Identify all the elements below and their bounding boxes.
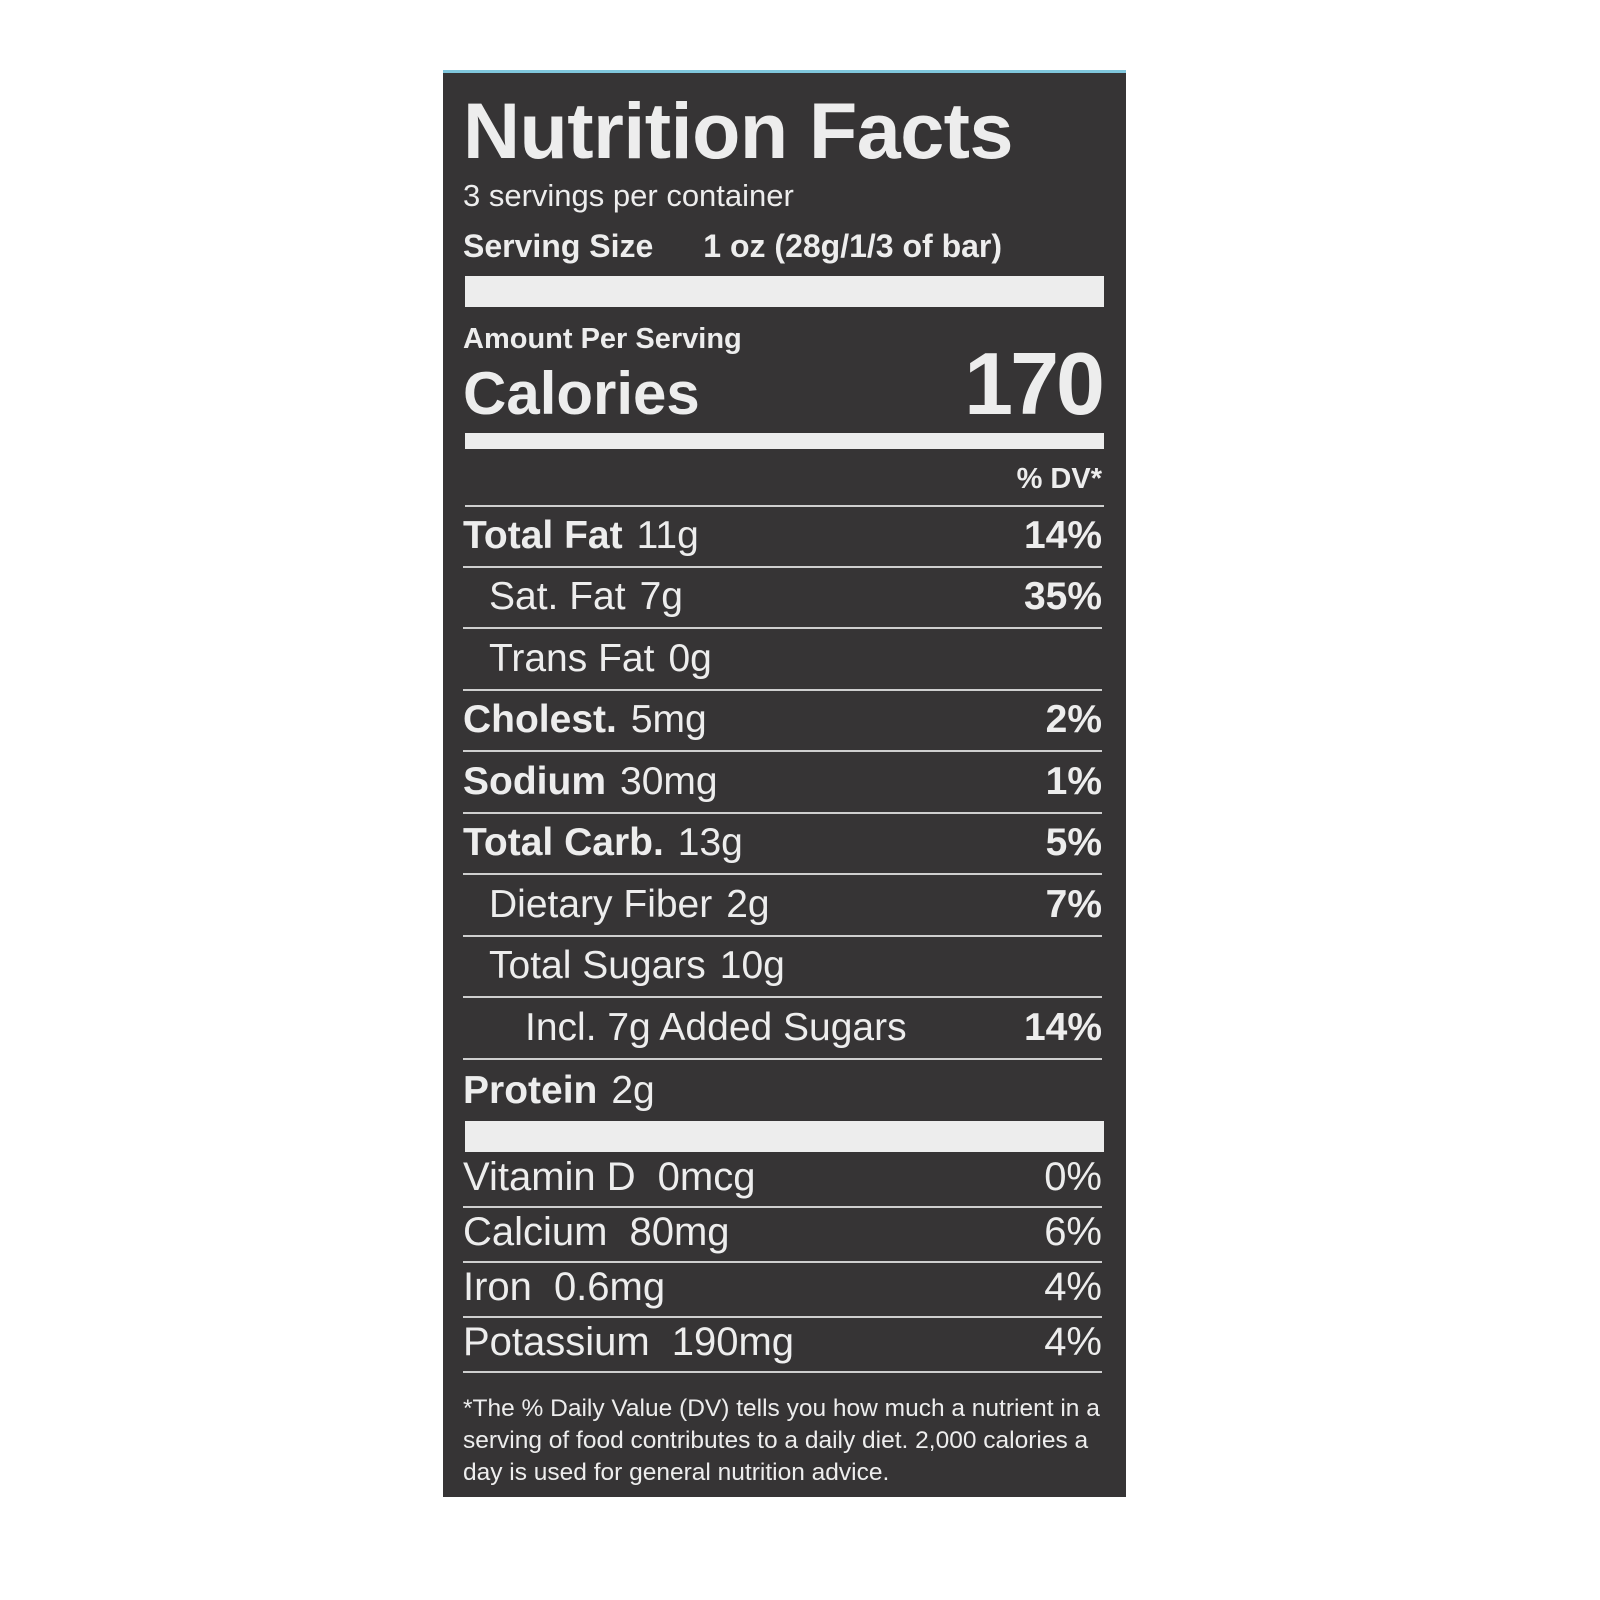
thin-divider <box>465 505 1104 507</box>
nutrient-label: Sodium 30mg <box>463 760 718 804</box>
nutrient-amount: 11g <box>636 513 699 557</box>
vitamin-dv: 4% <box>1044 1265 1102 1309</box>
thick-divider <box>465 276 1104 307</box>
serving-size-value: 1 oz (28g/1/3 of bar) <box>703 228 1003 264</box>
nutrient-amount: 10g <box>719 944 785 987</box>
nutrient-dv: 1% <box>1045 759 1102 803</box>
nutrition-facts-label: Nutrition Facts 3 servings per container… <box>443 70 1126 1497</box>
serving-size-label: Serving Size <box>463 228 654 264</box>
nutrient-name: Protein <box>463 1069 598 1112</box>
thick-divider <box>465 1121 1104 1152</box>
nutrient-dv: 14% <box>1023 513 1102 557</box>
vitamin-name: Iron <box>463 1265 532 1309</box>
nutrient-dv: 14% <box>1023 1005 1102 1049</box>
nutrient-name: Sat. Fat <box>489 575 626 618</box>
nutrient-row: Incl. 7g Added Sugars 14% <box>463 998 1102 1060</box>
vitamin-label: Vitamin D 0mcg <box>463 1155 755 1200</box>
nutrient-label: Cholest. 5mg <box>463 698 707 742</box>
nutrient-amount: 5mg <box>630 698 707 741</box>
servings-per-container: 3 servings per container <box>463 178 794 213</box>
nutrient-name: Sodium <box>463 759 606 803</box>
vitamin-row: Potassium 190mg 4% <box>463 1318 1102 1373</box>
nutrient-row: Sat. Fat 7g 35% <box>463 568 1102 629</box>
vitamin-amount: 0.6mg <box>553 1265 666 1309</box>
vitamin-label: Iron 0.6mg <box>463 1265 665 1310</box>
nutrient-row: Trans Fat 0g <box>463 629 1102 691</box>
nutrient-row: Total Fat 11g 14% <box>463 506 1102 568</box>
nutrient-label: Total Sugars 10g <box>463 944 785 988</box>
title: Nutrition Facts <box>463 86 1013 175</box>
vitamin-dv: 4% <box>1044 1320 1102 1364</box>
nutrient-dv: 35% <box>1023 575 1102 618</box>
nutrient-label: Sat. Fat 7g <box>463 575 683 619</box>
nutrient-label: Trans Fat 0g <box>463 637 712 681</box>
medium-divider <box>465 433 1104 449</box>
vitamin-dv: 6% <box>1044 1210 1102 1254</box>
nutrient-dv: 2% <box>1045 698 1102 741</box>
vitamin-dv: 0% <box>1044 1155 1102 1199</box>
nutrient-name: Trans Fat <box>489 636 655 680</box>
nutrient-amount: 2g <box>726 882 770 926</box>
nutrient-amount: 30mg <box>620 759 718 803</box>
nutrient-name: Total Sugars <box>489 944 706 987</box>
nutrient-row: Total Carb. 13g 5% <box>463 814 1102 875</box>
vitamin-row: Iron 0.6mg 4% <box>463 1263 1102 1318</box>
nutrient-row: Cholest. 5mg 2% <box>463 691 1102 752</box>
nutrient-label: Total Carb. 13g <box>463 821 743 865</box>
nutrient-row: Sodium 30mg 1% <box>463 752 1102 814</box>
nutrient-name: Total Fat <box>463 513 623 557</box>
nutrient-amount: 13g <box>677 821 743 864</box>
nutrient-label: Protein 2g <box>463 1069 655 1113</box>
nutrient-list: Total Fat 11g 14% Sat. Fat 7g 35% Trans Fat 0g C… <box>463 506 1102 1121</box>
vitamin-label: Potassium 190mg <box>463 1320 794 1365</box>
nutrient-row: Protein 2g <box>463 1060 1102 1122</box>
nutrient-dv: 7% <box>1045 882 1102 926</box>
nutrient-name: Cholest. <box>463 698 617 741</box>
vitamin-amount: 0mcg <box>657 1155 756 1199</box>
calories-label: Calories <box>463 360 700 427</box>
footnote: *The % Daily Value (DV) tells you how mu… <box>463 1395 1100 1486</box>
dv-header: % DV* <box>1016 463 1102 495</box>
vitamin-row: Vitamin D 0mcg 0% <box>463 1153 1102 1208</box>
nutrient-label: Dietary Fiber 2g <box>463 883 770 927</box>
nutrient-dv: 5% <box>1045 821 1102 864</box>
calories-row: Calories 170 <box>463 340 1105 428</box>
vitamin-row: Calcium 80mg 6% <box>463 1208 1102 1263</box>
vitamin-label: Calcium 80mg <box>463 1210 730 1255</box>
vitamin-amount: 190mg <box>671 1320 795 1364</box>
vitamin-amount: 80mg <box>629 1210 730 1254</box>
nutrient-name: Total Carb. <box>463 821 664 864</box>
nutrient-row: Total Sugars 10g <box>463 937 1102 998</box>
nutrient-amount: 2g <box>611 1069 655 1112</box>
nutrient-label: Incl. 7g Added Sugars <box>463 1006 921 1050</box>
nutrient-amount: 0g <box>668 636 712 680</box>
vitamin-name: Calcium <box>463 1210 608 1254</box>
vitamin-name: Potassium <box>463 1320 650 1364</box>
nutrient-name: Incl. 7g Added Sugars <box>525 1005 907 1049</box>
nutrient-label: Total Fat 11g <box>463 514 699 558</box>
calories-value: 170 <box>964 334 1105 433</box>
nutrient-row: Dietary Fiber 2g 7% <box>463 875 1102 937</box>
serving-size: Serving Size 1 oz (28g/1/3 of bar) <box>463 228 1102 265</box>
nutrient-amount: 7g <box>639 575 683 618</box>
vitamin-name: Vitamin D <box>463 1155 636 1199</box>
amount-per-serving: Amount Per Serving <box>463 323 742 355</box>
vitamin-list: Vitamin D 0mcg 0% Calcium 80mg 6% Iron 0.6mg 4% P… <box>463 1153 1102 1373</box>
nutrient-name: Dietary Fiber <box>489 882 713 926</box>
